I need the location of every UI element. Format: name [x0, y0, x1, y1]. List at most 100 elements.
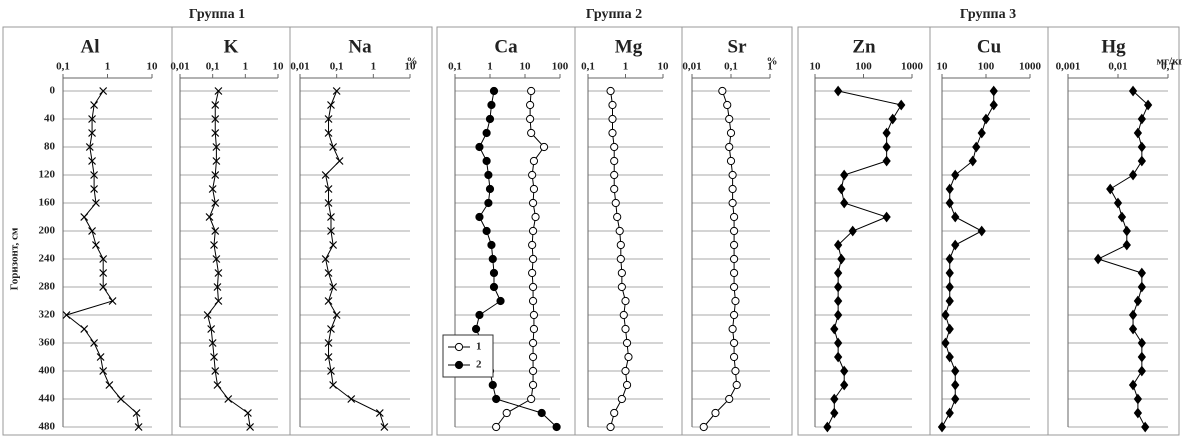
- x-tick-label: 0,1: [206, 61, 220, 73]
- marker: [211, 199, 220, 207]
- marker: [99, 87, 108, 95]
- marker: [246, 423, 255, 431]
- marker: [212, 255, 221, 263]
- marker: [834, 281, 843, 293]
- marker: [1133, 407, 1143, 419]
- marker: [212, 143, 221, 151]
- marker: [951, 211, 960, 223]
- marker: [528, 226, 538, 236]
- marker: [502, 408, 511, 418]
- marker: [729, 310, 739, 320]
- marker: [882, 155, 891, 167]
- unit-label: %: [407, 56, 418, 68]
- marker: [1122, 239, 1131, 251]
- y-tick-label: 0: [50, 85, 56, 97]
- marker: [224, 395, 233, 403]
- marker: [840, 197, 849, 209]
- y-axis-label: Горизонт, см: [9, 227, 21, 290]
- marker: [608, 128, 617, 138]
- marker: [968, 155, 977, 167]
- y-tick-label: 160: [39, 197, 56, 209]
- marker: [90, 101, 99, 109]
- marker: [528, 296, 538, 306]
- marker: [324, 129, 333, 137]
- marker: [972, 141, 981, 153]
- unit-label: %: [767, 56, 778, 68]
- panel-title: Na: [348, 36, 372, 57]
- marker: [90, 171, 99, 179]
- marker: [485, 114, 495, 124]
- marker: [99, 367, 108, 375]
- marker: [945, 197, 954, 209]
- marker: [90, 185, 99, 193]
- marker: [482, 128, 491, 138]
- x-tick-label: 10: [273, 61, 285, 73]
- marker: [951, 379, 960, 391]
- marker: [619, 310, 628, 320]
- marker: [951, 393, 960, 405]
- legend-marker: [454, 360, 464, 370]
- marker: [882, 141, 891, 153]
- marker: [1128, 309, 1138, 321]
- x-tick-label: 1: [623, 61, 629, 73]
- marker: [830, 393, 839, 405]
- marker: [834, 267, 843, 279]
- marker: [527, 128, 536, 138]
- marker: [977, 225, 986, 237]
- marker: [622, 338, 632, 348]
- marker: [329, 143, 338, 151]
- marker: [537, 408, 546, 418]
- marker: [471, 324, 481, 334]
- marker: [834, 239, 843, 251]
- marker: [840, 379, 849, 391]
- marker: [1128, 85, 1138, 97]
- marker: [945, 183, 954, 195]
- x-tick-label: 0,1: [581, 61, 595, 73]
- marker: [1137, 351, 1146, 363]
- y-tick-label: 440: [39, 393, 56, 405]
- marker: [1122, 225, 1131, 237]
- marker: [1128, 379, 1138, 391]
- marker: [211, 227, 220, 235]
- marker: [1128, 323, 1138, 335]
- x-tick-label: 0,001: [1056, 61, 1081, 73]
- y-tick-label: 200: [39, 225, 56, 237]
- legend-label: 2: [476, 359, 482, 371]
- marker: [329, 381, 338, 389]
- marker: [610, 156, 619, 166]
- marker: [211, 171, 220, 179]
- marker: [527, 86, 536, 96]
- marker: [1137, 365, 1146, 377]
- marker: [945, 323, 954, 335]
- marker: [729, 282, 739, 292]
- panel-title: Sr: [728, 36, 748, 57]
- marker: [610, 142, 619, 152]
- marker: [324, 185, 333, 193]
- marker: [80, 325, 89, 333]
- marker: [210, 353, 218, 361]
- x-tick-label: 1: [371, 61, 377, 73]
- marker: [945, 267, 954, 279]
- group-title: Группа 2: [586, 7, 642, 22]
- marker: [327, 101, 335, 109]
- marker: [90, 339, 99, 347]
- x-tick-label: 0,01: [1108, 61, 1127, 73]
- marker: [482, 226, 491, 236]
- marker: [132, 409, 141, 417]
- marker: [529, 310, 539, 320]
- marker: [882, 127, 891, 139]
- marker: [207, 325, 216, 333]
- panel-title: Hg: [1101, 36, 1126, 57]
- marker: [99, 283, 108, 291]
- marker: [116, 395, 125, 403]
- marker: [1133, 393, 1143, 405]
- panel-title: Zn: [852, 36, 876, 57]
- marker: [485, 184, 495, 194]
- marker: [88, 227, 96, 235]
- x-tick-label: 0,01: [290, 61, 309, 73]
- marker: [941, 337, 950, 349]
- x-tick-label: 10: [147, 61, 159, 73]
- marker: [528, 254, 538, 264]
- marker: [214, 297, 223, 305]
- marker: [699, 422, 708, 432]
